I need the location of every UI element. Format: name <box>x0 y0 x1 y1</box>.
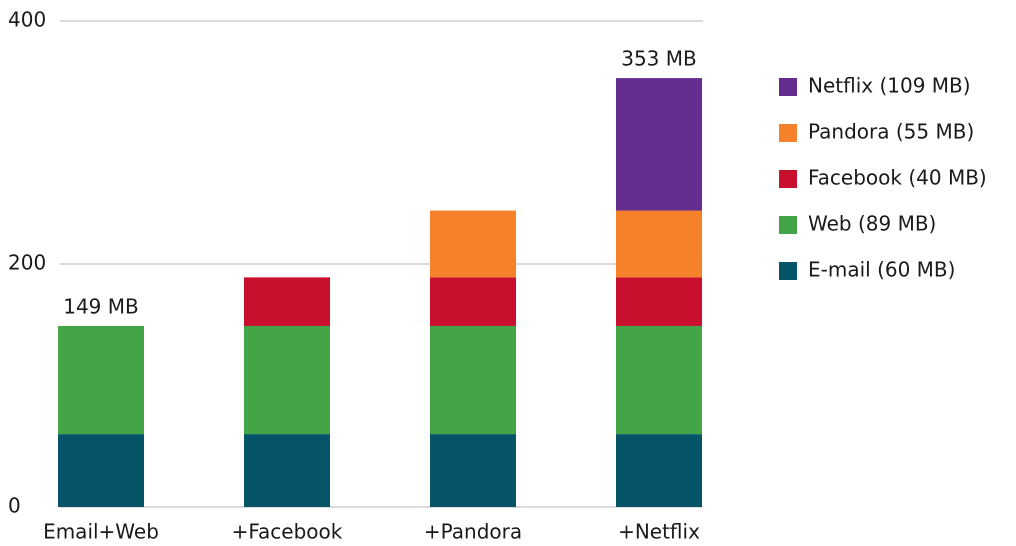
legend-swatch <box>779 216 797 234</box>
bar-segment <box>58 434 144 507</box>
x-tick-label: +Netflix <box>618 520 700 544</box>
total-label: 353 MB <box>621 47 697 71</box>
legend-swatch <box>779 124 797 142</box>
bar-segment <box>616 277 702 326</box>
bar-segment <box>430 434 516 507</box>
y-tick-label: 200 <box>8 251 46 275</box>
legend-label: Facebook (40 MB) <box>808 166 987 190</box>
x-tick-label: Email+Web <box>43 520 159 544</box>
bar-segment <box>244 434 330 507</box>
bar-segment <box>430 277 516 326</box>
bar-segment <box>244 277 330 326</box>
legend-label: Web (89 MB) <box>808 212 936 236</box>
legend-label: E-mail (60 MB) <box>808 258 955 282</box>
bar-segment <box>244 325 330 435</box>
bar-segment <box>616 78 702 211</box>
bar-segment <box>616 210 702 278</box>
bar-segment <box>430 210 516 278</box>
legend-swatch <box>779 170 797 188</box>
legend-label: Netflix (109 MB) <box>808 74 971 98</box>
y-tick-label: 400 <box>8 8 46 32</box>
legend-swatch <box>779 78 797 96</box>
legend-swatch <box>779 262 797 280</box>
x-tick-label: +Pandora <box>424 520 522 544</box>
legend-label: Pandora (55 MB) <box>808 120 974 144</box>
bar-segment <box>58 325 144 435</box>
y-tick-label: 0 <box>8 494 21 518</box>
bar-segment <box>616 434 702 507</box>
bar-segment <box>430 325 516 435</box>
x-tick-label: +Facebook <box>232 520 343 544</box>
total-label: 149 MB <box>63 294 139 318</box>
bar-segment <box>616 325 702 435</box>
